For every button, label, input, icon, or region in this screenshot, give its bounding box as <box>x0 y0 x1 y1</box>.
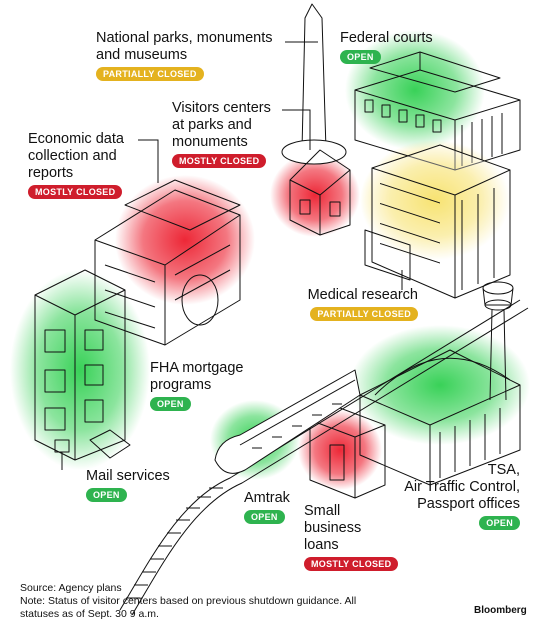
visitor-house <box>289 149 351 236</box>
source-text: Source: Agency plans <box>20 582 122 594</box>
label-medical: Medical research PARTIALLY CLOSED <box>307 287 418 321</box>
monument <box>281 3 347 165</box>
label-econ: Economic data collection and reports MOS… <box>28 131 124 199</box>
econ-building <box>94 179 241 346</box>
note-text-2: statuses as of Sept. 30 9 a.m. <box>20 608 159 620</box>
status-badge: OPEN <box>86 488 127 502</box>
status-badge: MOSTLY CLOSED <box>28 185 123 199</box>
leader-lines <box>138 41 403 290</box>
courts-windows <box>364 99 442 133</box>
label-mail: Mail services OPEN <box>86 468 170 502</box>
status-badge: PARTIALLY CLOSED <box>96 67 204 81</box>
label-tsa: TSA, Air Traffic Control, Passport offic… <box>404 462 520 530</box>
label-visitors: Visitors centers at parks and monuments … <box>172 100 271 168</box>
fha-building <box>34 269 131 461</box>
label-loans: Small business loans MOSTLY CLOSED <box>304 503 399 572</box>
status-badge: OPEN <box>150 397 191 411</box>
status-badge: OPEN <box>479 516 520 530</box>
label-amtrak: Amtrak OPEN <box>244 490 290 524</box>
courts-columns <box>461 113 503 166</box>
amtrak-train <box>214 369 361 474</box>
status-badge: MOSTLY CLOSED <box>304 557 399 571</box>
status-badge: MOSTLY CLOSED <box>172 154 267 168</box>
label-parks: National parks, monuments and museums PA… <box>96 30 273 81</box>
mailbox <box>54 439 70 470</box>
brand-logo: Bloomberg <box>474 605 527 616</box>
courts-building <box>354 51 521 171</box>
label-courts: Federal courts OPEN <box>340 30 433 64</box>
medical-building <box>364 144 511 299</box>
status-badge: OPEN <box>244 510 285 524</box>
label-fha: FHA mortgage programs OPEN <box>150 360 244 411</box>
footer-notes: Source: Agency plans Note: Status of vis… <box>20 582 356 621</box>
rail-tracks <box>119 299 529 616</box>
status-badge: OPEN <box>340 50 381 64</box>
note-text: Note: Status of visitor centers based on… <box>20 595 357 607</box>
status-badge: PARTIALLY CLOSED <box>310 307 418 321</box>
